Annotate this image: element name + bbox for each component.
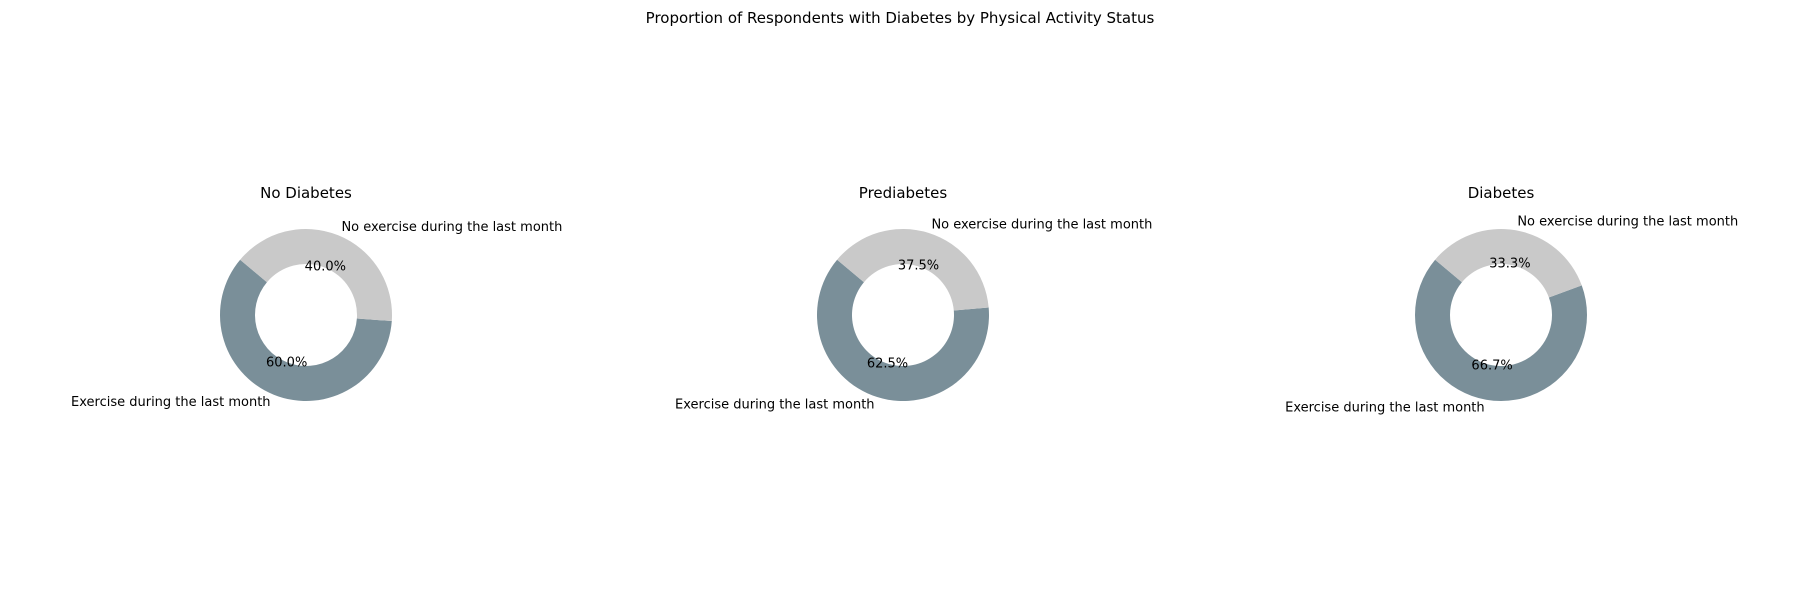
exercise-wedge: [220, 259, 392, 401]
slice-percentage: 33.3%: [1489, 257, 1530, 272]
slice-percentage: 66.7%: [1471, 358, 1512, 373]
exercise-wedge: [817, 259, 989, 401]
no-exercise-wedge: [837, 229, 989, 311]
slice-label: Exercise during the last month: [71, 395, 271, 410]
exercise-wedge: [1415, 259, 1587, 401]
slice-percentage: 62.5%: [867, 357, 908, 372]
slice-label: No exercise during the last month: [931, 217, 1152, 232]
slice-label: Exercise during the last month: [1285, 401, 1485, 416]
chart-title: Prediabetes: [859, 184, 948, 202]
slice-percentage: 37.5%: [898, 258, 939, 273]
slice-percentage: 40.0%: [305, 260, 346, 275]
slice-label: No exercise during the last month: [341, 220, 562, 235]
no-exercise-wedge: [1435, 228, 1582, 298]
figure-title: Proportion of Respondents with Diabetes …: [646, 9, 1155, 27]
chart-title: Diabetes: [1468, 184, 1535, 202]
slice-label: No exercise during the last month: [1517, 214, 1738, 229]
chart-title: No Diabetes: [260, 184, 352, 202]
donut-chart-prediabetes: Prediabetes Exercise during the last mon…: [675, 184, 1152, 413]
donut-chart-no-diabetes: No Diabetes Exercise during the last mon…: [71, 184, 562, 410]
slice-label: Exercise during the last month: [675, 398, 875, 413]
donut-chart-diabetes: Diabetes Exercise during the last month 6…: [1285, 184, 1738, 416]
slice-percentage: 60.0%: [266, 355, 307, 370]
no-exercise-wedge: [240, 229, 392, 321]
